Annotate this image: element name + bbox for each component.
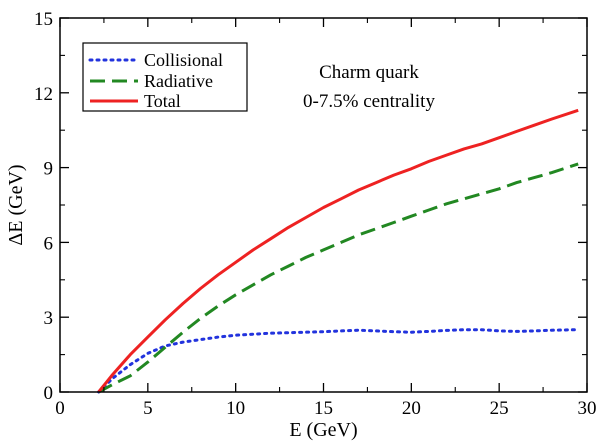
annotation-centrality: 0-7.5% centrality xyxy=(303,91,435,112)
annotation-particle: Charm quark xyxy=(319,62,419,83)
x-tick-label: 15 xyxy=(314,398,333,419)
y-tick-label: 0 xyxy=(44,383,54,404)
y-tick-label: 15 xyxy=(34,9,53,30)
x-tick-label: 20 xyxy=(402,398,421,419)
legend-label-collisional: Collisional xyxy=(144,50,223,70)
ticks-layer: 0 5 10 15 20 25 30 0 3 6 9 12 15 xyxy=(34,9,597,419)
x-tick-label: 5 xyxy=(143,398,153,419)
y-tick-label: 12 xyxy=(34,84,53,105)
x-tick-label: 25 xyxy=(490,398,509,419)
legend-label-radiative: Radiative xyxy=(144,71,213,91)
y-tick-label: 6 xyxy=(44,233,54,254)
y-tick-label: 3 xyxy=(44,308,54,329)
y-tick-label: 9 xyxy=(44,159,54,180)
x-tick-label: 0 xyxy=(55,398,65,419)
series-line-total xyxy=(97,108,579,393)
x-axis-title: E (GeV) xyxy=(289,419,357,441)
legend: Collisional Radiative Total xyxy=(82,42,248,112)
x-tick-label: 10 xyxy=(226,398,245,419)
series-layer xyxy=(97,108,580,394)
x-tick-label: 30 xyxy=(578,398,597,419)
y-axis-title: ΔE (GeV) xyxy=(5,164,27,245)
legend-label-total: Total xyxy=(144,91,181,111)
series-line-radiative xyxy=(97,162,579,394)
series-line-collisional xyxy=(97,328,580,394)
